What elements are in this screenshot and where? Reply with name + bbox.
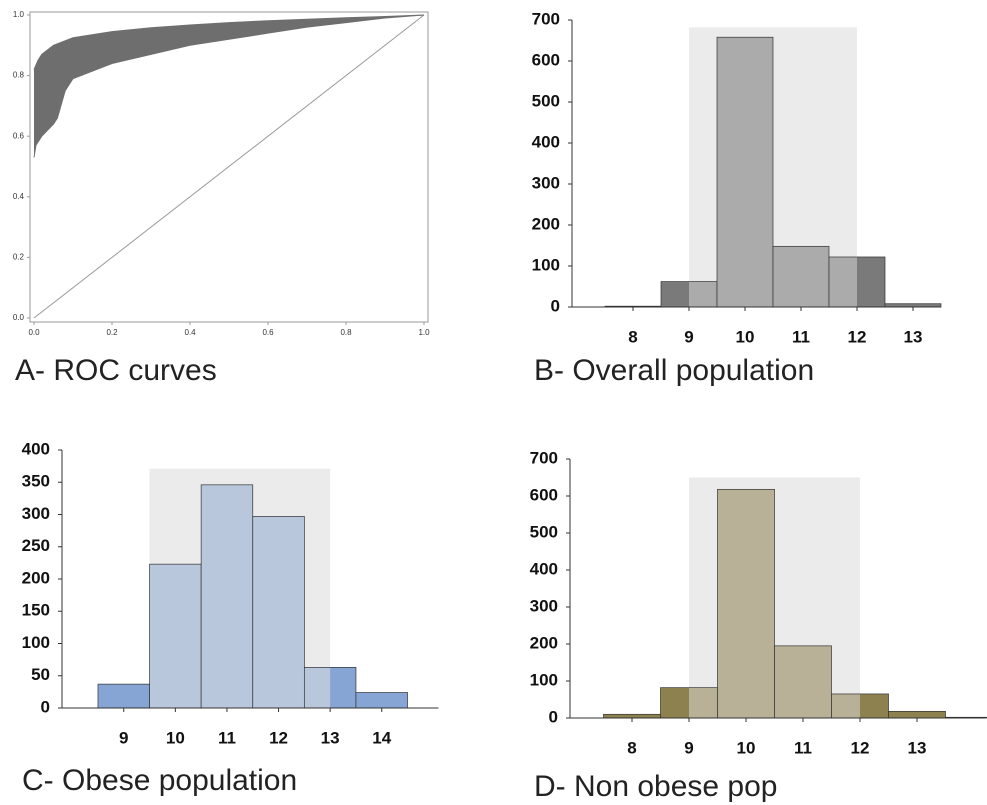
y-tick-label: 600 <box>530 485 558 504</box>
y-tick-label: 250 <box>22 536 50 555</box>
x-tick-label: 10 <box>737 738 756 757</box>
y-tick-label: 300 <box>530 596 558 615</box>
x-tick-label: 11 <box>792 327 810 346</box>
x-tick-label: 13 <box>908 738 927 757</box>
bar <box>603 714 661 718</box>
y-tick-label: 0 <box>41 697 50 716</box>
roc-curve <box>33 14 425 70</box>
roc-curve <box>33 14 425 158</box>
bar-highlight <box>689 687 718 718</box>
chart-title: B- Overall population <box>534 354 814 387</box>
bar-highlight <box>201 484 253 708</box>
bar-highlight <box>252 516 305 708</box>
bar-highlight <box>717 489 775 718</box>
x-tick-label: 0.6 <box>262 328 274 337</box>
y-tick-label: 200 <box>22 568 50 587</box>
x-tick-label: 11 <box>218 728 236 747</box>
y-tick-label: 400 <box>532 132 560 151</box>
y-tick-label: 200 <box>530 633 558 652</box>
y-tick-label: 0 <box>551 296 560 315</box>
x-tick-label: 9 <box>684 327 693 346</box>
y-tick-label: 0.2 <box>13 253 25 262</box>
y-tick-label: 1.0 <box>13 10 25 19</box>
y-tick-label: 700 <box>530 448 558 467</box>
y-tick-label: 300 <box>22 504 50 523</box>
y-tick-label: 0.4 <box>13 192 25 201</box>
y-tick-label: 400 <box>22 439 50 458</box>
bar-highlight <box>773 246 829 307</box>
x-tick-label: 0.4 <box>184 328 196 337</box>
x-tick-label: 0.2 <box>106 328 118 337</box>
bar-highlight <box>149 564 202 708</box>
x-tick-label: 0.8 <box>340 328 352 337</box>
y-tick-label: 100 <box>530 670 558 689</box>
roc-band <box>34 15 424 158</box>
y-tick-label: 400 <box>530 559 558 578</box>
y-tick-label: 500 <box>532 91 560 110</box>
y-tick-label: 150 <box>22 601 50 620</box>
y-tick-label: 500 <box>530 522 558 541</box>
bar-highlight <box>774 645 832 718</box>
plot-frame <box>29 11 429 323</box>
x-tick-label: 13 <box>904 327 923 346</box>
y-tick-label: 0.0 <box>13 313 25 322</box>
y-tick-label: 350 <box>22 472 50 491</box>
x-tick-label: 12 <box>269 728 288 747</box>
y-tick-label: 0.6 <box>13 131 25 140</box>
reference-line <box>33 14 425 319</box>
chart-title: A- ROC curves <box>15 354 217 387</box>
bar-highlight <box>304 667 331 708</box>
x-tick-label: 14 <box>372 728 391 747</box>
x-tick-label: 8 <box>627 738 636 757</box>
x-tick-label: 13 <box>321 728 340 747</box>
bar-highlight <box>689 281 717 307</box>
bar <box>355 692 408 708</box>
x-tick-label: 9 <box>119 728 128 747</box>
bar-highlight <box>831 693 860 718</box>
y-tick-label: 200 <box>532 214 560 233</box>
x-tick-label: 8 <box>628 327 637 346</box>
chart-title: D- Non obese pop <box>534 770 778 803</box>
y-tick-label: 100 <box>22 633 50 652</box>
y-tick-label: 0.8 <box>13 71 25 80</box>
y-tick-label: 0 <box>549 707 558 726</box>
y-tick-label: 700 <box>532 9 560 28</box>
y-tick-label: 300 <box>532 173 560 192</box>
x-tick-label: 10 <box>166 728 185 747</box>
x-tick-label: 0.0 <box>28 328 40 337</box>
bar <box>888 711 946 718</box>
x-tick-label: 12 <box>848 327 867 346</box>
x-tick-label: 11 <box>794 738 812 757</box>
x-tick-label: 1.0 <box>418 328 430 337</box>
y-tick-label: 600 <box>532 50 560 69</box>
chart-title: C- Obese population <box>22 764 297 797</box>
bar-highlight <box>829 256 857 307</box>
x-tick-label: 12 <box>851 738 870 757</box>
bar <box>885 303 941 307</box>
y-tick-label: 100 <box>532 255 560 274</box>
bar <box>97 684 150 708</box>
y-tick-label: 50 <box>31 665 50 684</box>
bar-highlight <box>717 37 773 307</box>
x-tick-label: 10 <box>736 327 755 346</box>
x-tick-label: 9 <box>684 738 693 757</box>
